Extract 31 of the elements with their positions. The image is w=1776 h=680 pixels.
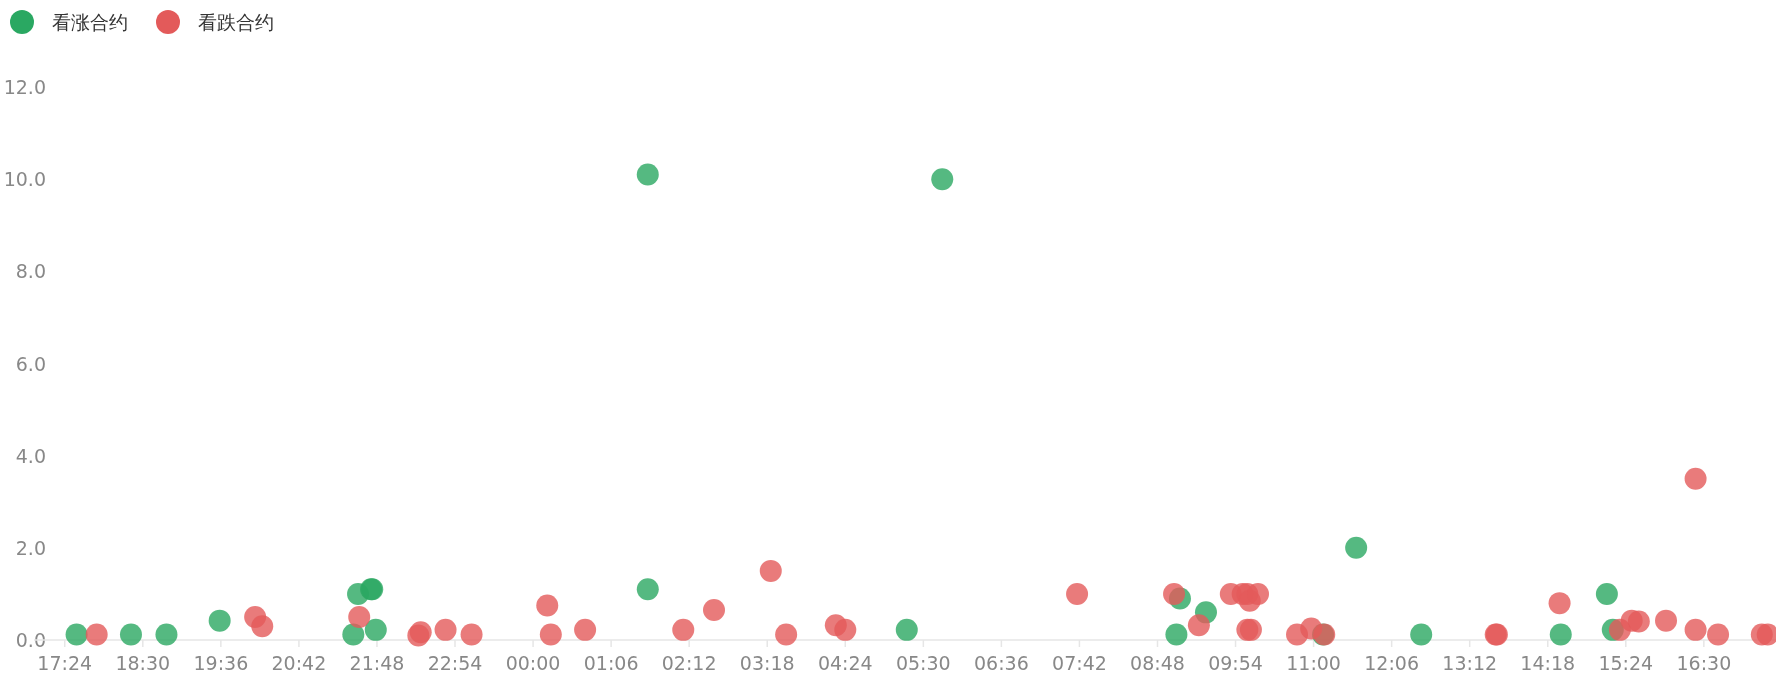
y-tick-label: 4.0 xyxy=(15,444,46,467)
x-tick-label: 07:42 xyxy=(1052,652,1107,674)
x-tick-label: 15:24 xyxy=(1598,652,1654,674)
x-tick-label: 13:12 xyxy=(1442,652,1498,674)
x-tick-label: 17:24 xyxy=(37,652,93,674)
x-tick-label: 09:54 xyxy=(1208,652,1263,674)
x-tick-label: 08:48 xyxy=(1130,652,1185,674)
y-tick-label: 8.0 xyxy=(15,260,46,283)
y-tick-label: 2.0 xyxy=(15,536,46,559)
x-tick-label: 05:30 xyxy=(895,652,951,674)
x-tick-label: 03:18 xyxy=(739,652,795,674)
y-tick-label: 6.0 xyxy=(15,352,46,375)
x-tick-label: 19:36 xyxy=(193,652,249,674)
x-tick-label: 06:36 xyxy=(974,652,1029,674)
y-tick-label: 0.0 xyxy=(15,629,46,651)
x-tick-label: 22:54 xyxy=(427,652,483,674)
x-tick-label: 04:24 xyxy=(817,652,873,674)
x-tick-label: 18:30 xyxy=(115,652,171,674)
x-tick-label: 11:00 xyxy=(1286,652,1341,674)
x-tick-label: 16:30 xyxy=(1676,652,1732,674)
x-tick-label: 01:06 xyxy=(583,652,639,674)
x-tick-label: 20:42 xyxy=(271,652,327,674)
x-tick-label: 00:00 xyxy=(505,652,561,674)
legend-label: 看跌合约 xyxy=(198,11,274,33)
x-tick-label: 21:48 xyxy=(349,652,405,674)
y-tick-label: 10.0 xyxy=(3,168,46,191)
x-tick-label: 14:18 xyxy=(1520,652,1576,674)
y-tick-label: 12.0 xyxy=(3,76,46,98)
legend-label: 看涨合约 xyxy=(52,11,128,33)
x-tick-label: 12:06 xyxy=(1364,652,1420,674)
x-tick-label: 02:12 xyxy=(661,652,717,674)
